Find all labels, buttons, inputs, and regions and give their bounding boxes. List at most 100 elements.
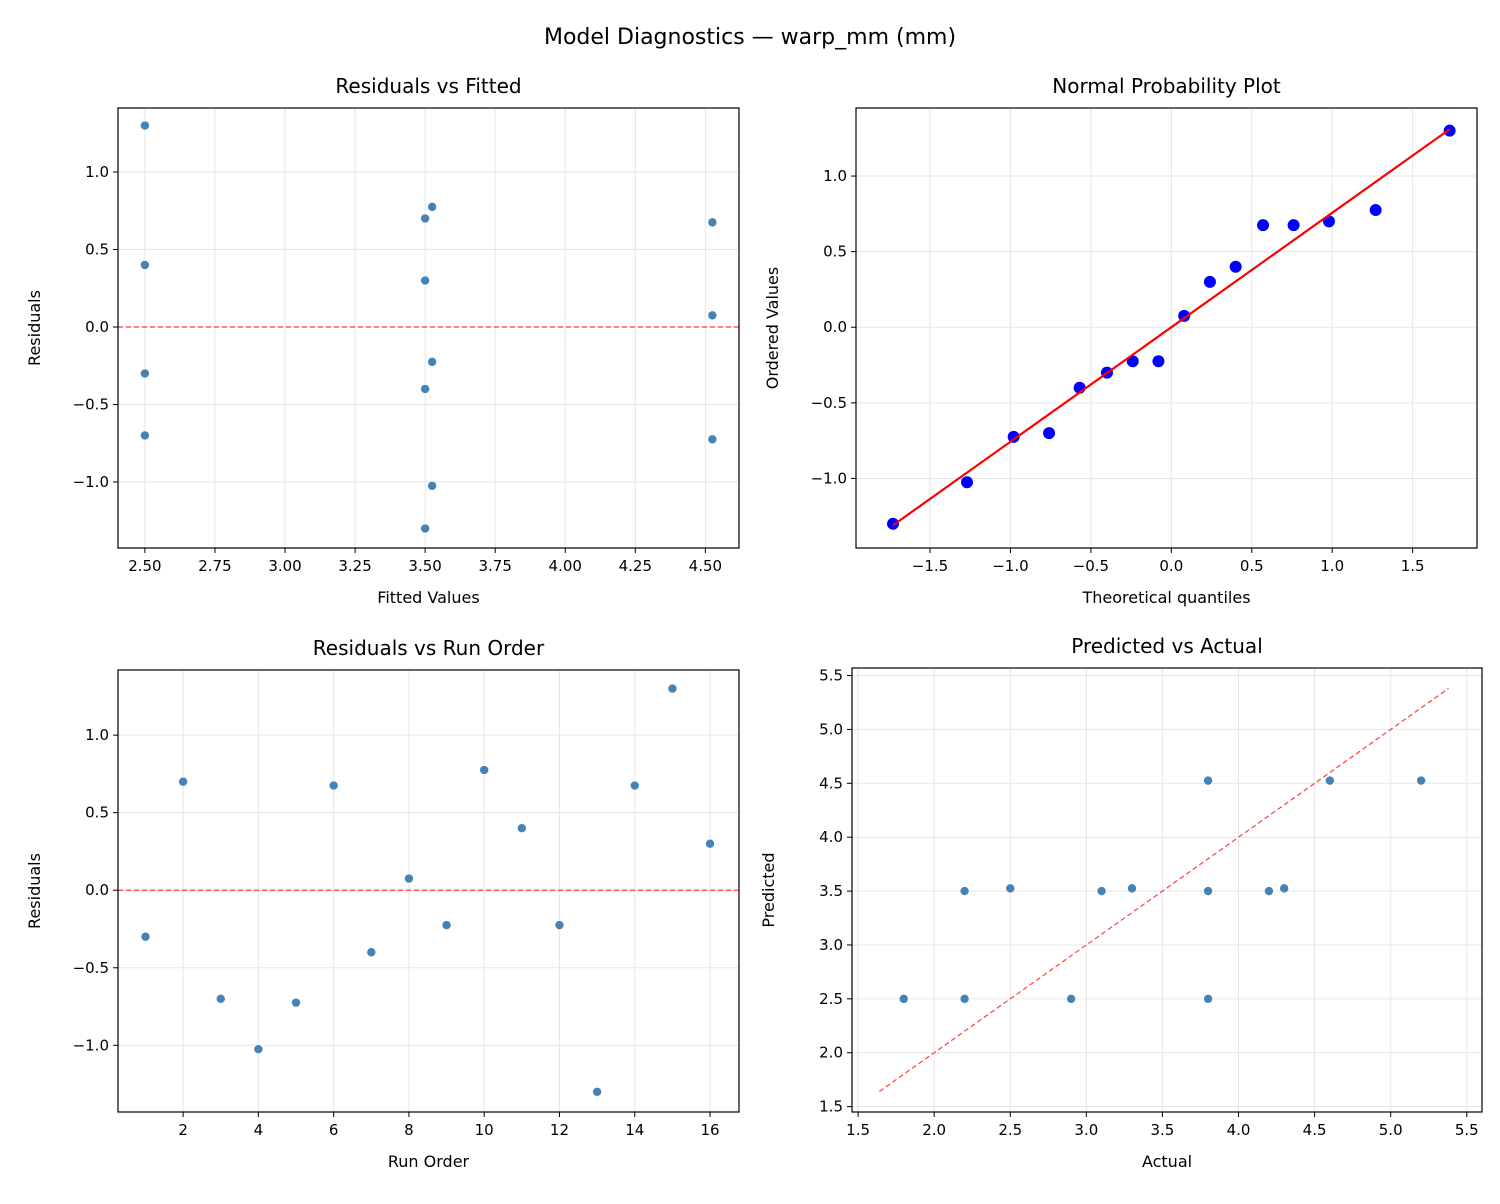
subplot-title: Predicted vs Actual (1071, 634, 1263, 658)
x-tick-label: 14 (625, 1121, 644, 1139)
x-tick-label: 3.5 (1151, 1121, 1175, 1139)
x-tick-label: 10 (475, 1121, 494, 1139)
x-tick-label: 1.5 (1401, 557, 1425, 575)
axes-frame (855, 107, 1478, 549)
axes-frame (117, 107, 740, 549)
axes-frame (117, 669, 740, 1113)
x-tick-label: 5.0 (1379, 1121, 1403, 1139)
data-point (427, 357, 437, 367)
x-tick-label: 16 (700, 1121, 719, 1139)
y-axis-label: Residuals (25, 290, 44, 366)
x-tick-label: 4.0 (1227, 1121, 1251, 1139)
x-tick-label: 2.5 (998, 1121, 1022, 1139)
data-point (554, 920, 565, 930)
data-point (420, 213, 430, 224)
data-point (1007, 430, 1020, 443)
x-tick-label: 2.50 (128, 557, 161, 575)
y-tick-label: −0.5 (73, 395, 109, 413)
y-tick-label: −1.0 (73, 473, 109, 491)
data-point (959, 886, 970, 896)
subplot-2: −1.5 −1.0 −0.5 0.0 0.5 1.0 1.5 −1.0 −0.5 0.0 0.5 1.… (763, 74, 1478, 607)
data-point (705, 838, 715, 849)
x-tick-label: −1.0 (992, 557, 1028, 575)
x-tick-label: 2 (178, 1121, 188, 1139)
x-tick-label: 4.50 (689, 557, 722, 575)
subplot-1: 2.50 2.75 3.00 3.25 3.50 3.75 4.00 4.25 4.50 −1.0… (25, 74, 740, 607)
y-tick-label: 5.0 (819, 720, 843, 738)
y-tick-label: 0.5 (85, 241, 109, 259)
y-axis-label: Residuals (25, 853, 44, 929)
data-point (1127, 883, 1137, 894)
y-tick-label: 3.0 (819, 936, 843, 954)
x-tick-label: 0.0 (1159, 557, 1183, 575)
data-point (178, 776, 188, 787)
data-point (898, 994, 909, 1004)
data-point (1279, 883, 1289, 894)
data-point (1203, 275, 1216, 288)
x-tick-label: 4 (254, 1121, 264, 1139)
data-point (427, 481, 437, 491)
data-point (1203, 775, 1213, 786)
data-point (1257, 219, 1270, 232)
subplot-title: Normal Probability Plot (1052, 74, 1281, 98)
data-point (592, 1087, 602, 1097)
data-point (1005, 883, 1016, 894)
data-point (479, 765, 490, 775)
subplot-3: 2 4 6 8 10 12 14 16 −1.0 −0.5 0.0 0.5 1.0 Residuals v… (25, 636, 740, 1171)
x-tick-label: 12 (550, 1121, 569, 1139)
data-point (1264, 886, 1274, 896)
data-point (961, 476, 974, 489)
y-tick-label: −0.5 (811, 394, 847, 412)
x-tick-label: −0.5 (1073, 557, 1109, 575)
fit-line (892, 128, 1451, 527)
x-tick-label: 3.25 (338, 557, 371, 575)
x-tick-label: 4.25 (619, 557, 652, 575)
x-axis-label: Actual (1142, 1152, 1192, 1171)
y-tick-label: 1.0 (85, 163, 109, 181)
x-axis-label: Fitted Values (377, 588, 479, 607)
data-point (140, 260, 150, 270)
data-point (420, 384, 430, 394)
data-point (629, 780, 640, 791)
data-point (328, 780, 339, 791)
data-point (404, 873, 414, 884)
data-point (1096, 886, 1107, 896)
y-axis-label: Predicted (759, 852, 778, 927)
figure-suptitle: Model Diagnostics — warp_mm (mm) (544, 25, 956, 50)
data-point (253, 1044, 264, 1054)
x-tick-label: −1.5 (912, 557, 948, 575)
y-tick-label: −1.0 (73, 1036, 109, 1054)
data-point (1203, 994, 1213, 1004)
x-tick-label: 2.0 (922, 1121, 946, 1139)
x-tick-label: 3.50 (408, 557, 441, 575)
data-point (1325, 775, 1335, 786)
x-tick-label: 2.75 (198, 557, 231, 575)
y-tick-label: 2.5 (819, 990, 843, 1008)
x-axis-label: Theoretical quantiles (1081, 588, 1250, 607)
data-point (1126, 355, 1139, 368)
x-tick-label: 5.5 (1455, 1121, 1479, 1139)
y-tick-label: 4.0 (819, 828, 843, 846)
y-tick-label: 0.5 (823, 243, 847, 261)
data-point (1152, 355, 1165, 368)
data-point (366, 947, 377, 958)
y-tick-label: 5.5 (819, 667, 843, 685)
x-tick-label: 6 (329, 1121, 339, 1139)
data-point (140, 430, 150, 441)
x-tick-label: 0.5 (1240, 557, 1264, 575)
y-tick-label: 1.0 (85, 726, 109, 744)
data-point (959, 994, 970, 1004)
x-tick-label: 4.00 (549, 557, 582, 575)
x-axis-label: Run Order (388, 1152, 470, 1171)
data-point (140, 120, 150, 131)
x-tick-label: 8 (404, 1121, 414, 1139)
data-point (1416, 775, 1426, 786)
data-point (427, 202, 437, 212)
y-tick-label: 2.0 (819, 1044, 843, 1062)
data-point (420, 275, 430, 286)
data-point (215, 993, 226, 1004)
subplot-title: Residuals vs Run Order (313, 636, 545, 660)
y-axis-label: Ordered Values (763, 267, 782, 389)
data-point (667, 683, 678, 694)
